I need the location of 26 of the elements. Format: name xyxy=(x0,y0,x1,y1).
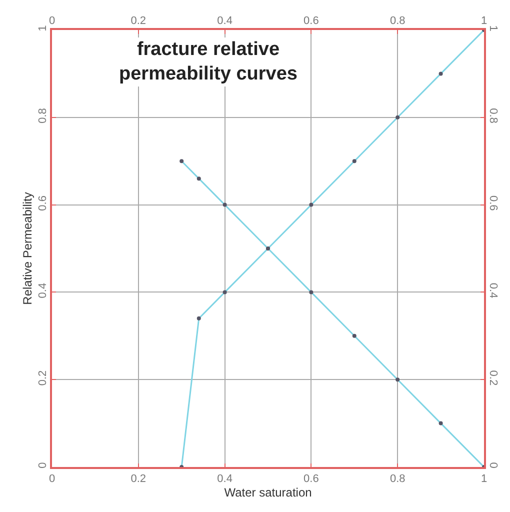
y-tick-label: 0.6 xyxy=(36,196,49,211)
y-axis-title: Relative Permeability xyxy=(20,192,35,305)
x-tick-label: 0.2 xyxy=(130,14,146,27)
x-axis-title: Water saturation xyxy=(224,485,312,500)
y-tick-label: 0.4 xyxy=(36,282,49,298)
x-tick-label: 0.4 xyxy=(217,14,232,27)
y2-tick-label: 0.8 xyxy=(487,108,500,124)
x2-tick-label: 0.2 xyxy=(130,472,146,485)
y-tick-label: 1 xyxy=(36,25,49,32)
y2-tick-label: 0.2 xyxy=(487,370,500,386)
y2-tick-label: 0 xyxy=(487,462,500,468)
y-tick-label: 0.2 xyxy=(36,370,49,386)
x2-tick-label: 0.8 xyxy=(390,472,406,485)
x2-tick-label: 0.6 xyxy=(304,472,319,485)
text: fracture relative permeability curves xyxy=(119,39,298,85)
y-tick-label: 0.8 xyxy=(36,108,49,124)
y2-tick-label: 0.4 xyxy=(487,282,500,298)
y2-tick-label: 0.6 xyxy=(487,196,500,211)
x2-tick-label: 1 xyxy=(480,472,488,485)
x-tick-label: 0.8 xyxy=(390,14,406,27)
y-tick-label: 0 xyxy=(36,462,49,468)
x-tick-label: 0.6 xyxy=(304,14,319,27)
x-tick-label: 1 xyxy=(480,14,488,27)
x2-tick-label: 0.4 xyxy=(217,472,232,485)
line-series xyxy=(180,159,484,467)
y2-tick-label: 1 xyxy=(487,25,500,32)
